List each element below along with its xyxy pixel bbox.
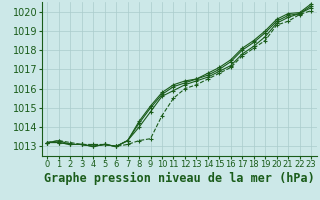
X-axis label: Graphe pression niveau de la mer (hPa): Graphe pression niveau de la mer (hPa) bbox=[44, 172, 315, 185]
